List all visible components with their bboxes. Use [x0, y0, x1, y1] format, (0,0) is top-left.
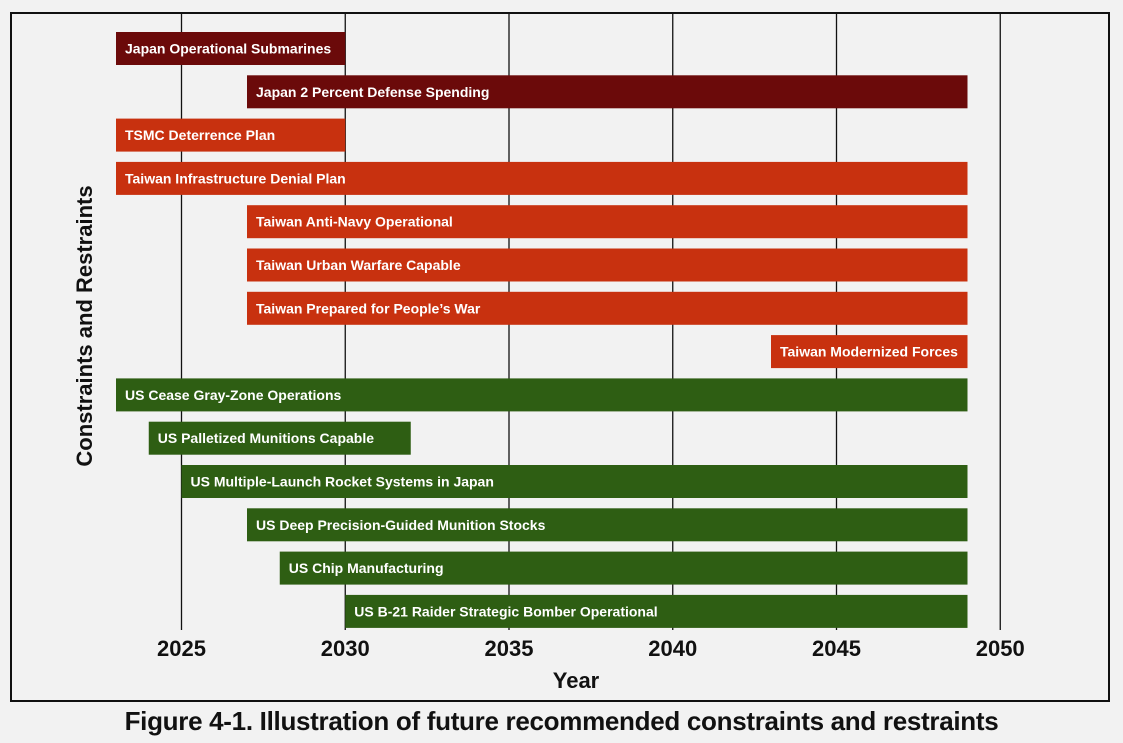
x-tick-label: 2045: [812, 636, 861, 661]
bar: [247, 291, 968, 325]
bar-label: Taiwan Prepared for People’s War: [256, 300, 481, 316]
x-tick-label: 2035: [485, 636, 534, 661]
bar-row: US B-21 Raider Strategic Bomber Operatio…: [345, 594, 968, 628]
bar: [247, 508, 968, 542]
x-axis-title: Year: [553, 668, 600, 693]
bar: [247, 205, 968, 239]
bar-label: Taiwan Infrastructure Denial Plan: [125, 170, 346, 186]
bar-label: US B-21 Raider Strategic Bomber Operatio…: [354, 603, 657, 619]
bar-label: TSMC Deterrence Plan: [125, 127, 275, 143]
bar-row: US Cease Gray-Zone Operations: [116, 378, 968, 412]
bar-row: US Deep Precision-Guided Munition Stocks: [247, 508, 968, 542]
bar-row: Japan Operational Submarines: [116, 32, 346, 65]
bar: [247, 248, 968, 282]
x-tick-label: 2050: [976, 636, 1025, 661]
x-tick-label: 2025: [157, 636, 206, 661]
x-tick-label: 2030: [321, 636, 370, 661]
bar-row: US Multiple-Launch Rocket Systems in Jap…: [181, 465, 968, 498]
bar-row: TSMC Deterrence Plan: [116, 118, 346, 152]
bar-label: US Cease Gray-Zone Operations: [125, 387, 342, 403]
bar-label: Taiwan Modernized Forces: [780, 344, 958, 360]
bar: [148, 421, 411, 455]
figure-caption: Figure 4-1. Illustration of future recom…: [124, 706, 999, 736]
bar: [279, 551, 968, 585]
x-axis-ticks: 2025 2030 2035 2040 2045 2050: [157, 636, 1025, 661]
bar-row: Taiwan Anti-Navy Operational: [247, 205, 968, 239]
bar-label: Taiwan Urban Warfare Capable: [256, 257, 461, 273]
bar: [116, 32, 346, 65]
bar-row: Japan 2 Percent Defense Spending: [247, 75, 968, 109]
x-tick-label: 2040: [648, 636, 697, 661]
bar-label: US Chip Manufacturing: [289, 560, 444, 576]
bar-row: US Chip Manufacturing: [279, 551, 968, 585]
bar: [116, 378, 968, 412]
bar-row: Taiwan Modernized Forces: [771, 335, 968, 369]
bar-label: US Multiple-Launch Rocket Systems in Jap…: [191, 474, 494, 490]
bar-row: US Palletized Munitions Capable: [148, 421, 411, 455]
bar-row: Taiwan Infrastructure Denial Plan: [116, 161, 968, 195]
bar: [116, 118, 346, 152]
bar-label: Japan Operational Submarines: [125, 41, 331, 57]
bar-row: Taiwan Urban Warfare Capable: [247, 248, 968, 282]
y-axis-title: Constraints and Restraints: [72, 185, 97, 466]
bar: [116, 161, 968, 195]
bar-label: US Palletized Munitions Capable: [158, 430, 374, 446]
bar: [345, 594, 968, 628]
bar: [247, 75, 968, 109]
bar: [181, 465, 968, 498]
bar-label: US Deep Precision-Guided Munition Stocks: [256, 517, 546, 533]
bars: Japan Operational Submarines Japan 2 Perc…: [116, 32, 968, 628]
bar-row: Taiwan Prepared for People’s War: [247, 291, 968, 325]
bar: [771, 335, 968, 369]
bar-label: Japan 2 Percent Defense Spending: [256, 84, 489, 100]
bar-label: Taiwan Anti-Navy Operational: [256, 214, 453, 230]
